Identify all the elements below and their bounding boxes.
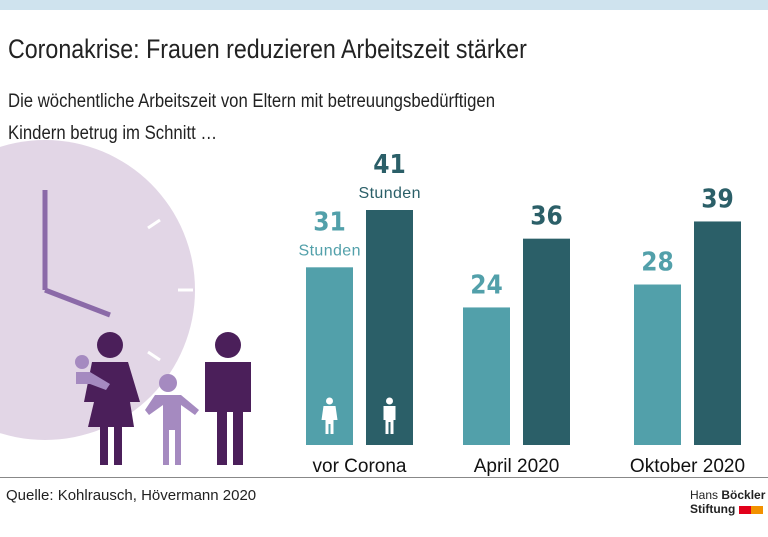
subtitle-line: Kindern betrug im Schnitt … bbox=[8, 123, 218, 144]
bar bbox=[366, 210, 413, 445]
source-note: Quelle: Kohlrausch, Hövermann 2020 bbox=[6, 487, 257, 504]
logo-orange-square bbox=[750, 505, 763, 514]
data-label: 41 bbox=[373, 150, 406, 180]
bar bbox=[694, 221, 741, 445]
data-label: 28 bbox=[641, 248, 674, 278]
clock-illustration bbox=[0, 140, 195, 440]
category-label: vor Corona bbox=[313, 456, 407, 477]
logo-red-square bbox=[738, 505, 751, 514]
data-label: 36 bbox=[530, 202, 563, 232]
data-label: 39 bbox=[701, 184, 734, 214]
logo-text: Stiftung bbox=[690, 502, 736, 516]
bar bbox=[463, 307, 510, 445]
subtitle-line: Die wöchentliche Arbeitszeit von Eltern … bbox=[8, 91, 496, 112]
woman-icon bbox=[321, 406, 338, 434]
logo-text: Böckler bbox=[721, 488, 766, 502]
chart-subtitle: Die wöchentliche Arbeitszeit von Eltern … bbox=[8, 86, 495, 150]
bar bbox=[634, 284, 681, 445]
unit-label: Stunden bbox=[299, 242, 361, 259]
data-label: 31 bbox=[313, 207, 346, 237]
logo-text: Hans bbox=[690, 488, 722, 502]
chart-title: Coronakrise: Frauen reduzieren Arbeitsze… bbox=[8, 34, 527, 64]
woman-icon bbox=[326, 397, 333, 405]
category-label: Oktober 2020 bbox=[630, 456, 745, 477]
footer-divider bbox=[0, 477, 768, 478]
family-icon bbox=[75, 332, 251, 465]
hans-boeckler-logo: Hans Böckler Stiftung bbox=[690, 488, 765, 516]
unit-label: Stunden bbox=[359, 185, 421, 202]
man-icon bbox=[386, 397, 393, 405]
category-label: April 2020 bbox=[474, 456, 560, 477]
man-icon bbox=[383, 406, 396, 434]
bar bbox=[523, 238, 570, 445]
top-band bbox=[0, 0, 768, 10]
data-label: 24 bbox=[470, 270, 503, 300]
